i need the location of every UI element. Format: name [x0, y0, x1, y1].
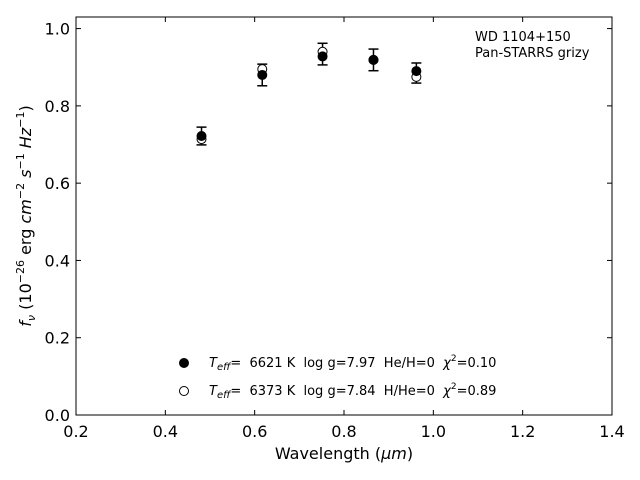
legend-2-t: T [209, 384, 218, 399]
annotation-line-2: Pan-STARRS grizy [475, 46, 590, 61]
legend-2-sq: 2 [451, 382, 457, 392]
y-label-exp1: −26 [14, 260, 27, 283]
legend-1-rest1: = 6621 K log g=7.97 He/H=0 [230, 356, 443, 371]
model-point-filled [196, 131, 207, 142]
legend-2-rest1: = 6373 K log g=7.84 H/He=0 [230, 384, 443, 399]
legend-2-chi: χ [442, 384, 452, 399]
y-label-exp3: −1 [14, 153, 27, 169]
y-label-hz: Hz [16, 127, 35, 153]
legend-2-eff: eff [217, 390, 232, 401]
y-tick-label: 0.8 [45, 97, 70, 116]
y-tick-label: 0.6 [45, 174, 70, 193]
y-label-open: (10 [16, 283, 35, 315]
annotation-line-1: WD 1104+150 [475, 30, 571, 45]
x-tick-label: 0.6 [242, 422, 267, 441]
legend-1-eff: eff [217, 362, 232, 373]
legend-1-sq: 2 [451, 354, 457, 364]
data-series [196, 42, 422, 146]
x-tick-label: 1.2 [510, 422, 535, 441]
y-label-erg: erg [16, 224, 35, 260]
x-axis-label: Wavelength (μm) [275, 444, 413, 463]
legend-2-rest2: =0.89 [457, 384, 497, 399]
x-tick-label: 0.8 [331, 422, 356, 441]
y-label-exp4: −1 [14, 112, 27, 128]
x-axis-label-prefix: Wavelength ( [275, 444, 381, 463]
y-label-exp2: −2 [14, 183, 27, 199]
y-axis-label: fν (10−26 erg cm−2 s−1 Hz−1) [14, 105, 38, 326]
y-tick-label: 1.0 [45, 20, 70, 39]
model-point-filled [368, 54, 379, 65]
legend-1-t: T [209, 356, 218, 371]
x-axis-label-unit: μm [380, 444, 407, 463]
x-tick-label: 1.0 [421, 422, 446, 441]
y-tick-label: 0.0 [45, 406, 70, 425]
x-tick-label: 0.4 [153, 422, 178, 441]
x-axis-label-suffix: ) [407, 444, 413, 463]
x-tick-label: 0.2 [63, 422, 88, 441]
legend-marker-filled [179, 358, 189, 368]
model-point-filled [257, 69, 268, 80]
legend-entry-1: Teff= 6621 K log g=7.97 He/H=0 χ2=0.10 [209, 354, 496, 373]
x-tick-label: 1.4 [599, 422, 624, 441]
y-label-cm: cm [16, 199, 35, 223]
legend-entry-2: Teff= 6373 K log g=7.84 H/He=0 χ2=0.89 [209, 382, 496, 401]
model-point-filled [411, 66, 422, 77]
y-tick-label: 0.4 [45, 251, 70, 270]
y-label-nu: ν [25, 315, 38, 321]
legend-1-chi: χ [442, 356, 452, 371]
y-label-s: s [16, 170, 35, 183]
y-label-f: f [16, 319, 35, 327]
y-tick-label: 0.2 [45, 329, 70, 348]
axis-ticks: 0.2 0.4 0.6 0.8 1.0 1.2 1.40.00.20.40.60.81.0 [45, 17, 625, 441]
y-label-close: ) [16, 105, 35, 111]
model-point-filled [317, 51, 328, 62]
legend-1-rest2: =0.10 [457, 356, 497, 371]
legend-marker-open [179, 386, 189, 396]
